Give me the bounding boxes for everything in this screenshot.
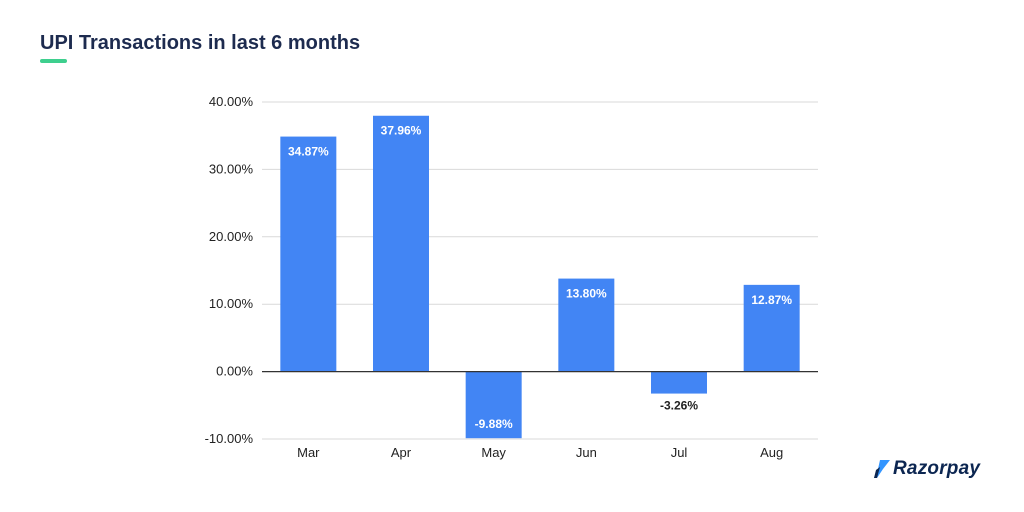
y-tick-label: 40.00% [209, 94, 254, 109]
x-category-label: Mar [297, 445, 320, 460]
data-label: 12.87% [751, 293, 792, 307]
gridlines [262, 101, 818, 440]
y-axis-ticks: -10.00% 0.00% 10.00% 20.00% 30.00% 40.00% [205, 94, 254, 446]
bar-jul [651, 371, 707, 394]
y-tick-label: -10.00% [205, 431, 254, 446]
y-tick-label: 0.00% [216, 364, 253, 379]
y-tick-label: 10.00% [209, 296, 254, 311]
x-category-label: Aug [760, 445, 783, 460]
bar-apr [373, 115, 429, 372]
bar-jun [558, 278, 615, 372]
bar-aug [743, 284, 800, 372]
title-accent-underline [40, 59, 67, 63]
x-category-label: Apr [391, 445, 412, 460]
data-label: 34.87% [288, 145, 329, 159]
bar-may [465, 371, 522, 439]
chart-title: UPI Transactions in last 6 months [40, 32, 361, 54]
data-label: -3.26% [660, 399, 698, 413]
bar-mar [280, 136, 337, 372]
brand-name: Razorpay [893, 458, 981, 479]
x-category-label: Jun [576, 445, 597, 460]
y-tick-label: 20.00% [209, 229, 254, 244]
data-label: 13.80% [566, 287, 607, 301]
y-tick-label: 30.00% [209, 161, 254, 176]
bars [280, 115, 800, 439]
data-label: -9.88% [475, 417, 513, 431]
data-labels: 34.87% 37.96% -9.88% 13.80% -3.26% 12.87% [288, 124, 792, 431]
x-category-label: May [481, 445, 506, 460]
x-category-label: Jul [671, 445, 688, 460]
razorpay-brand: Razorpay [874, 458, 980, 480]
data-label: 37.96% [381, 124, 422, 138]
razorpay-logo-icon [874, 460, 890, 478]
x-axis-categories: Mar Apr May Jun Jul Aug [297, 445, 783, 460]
